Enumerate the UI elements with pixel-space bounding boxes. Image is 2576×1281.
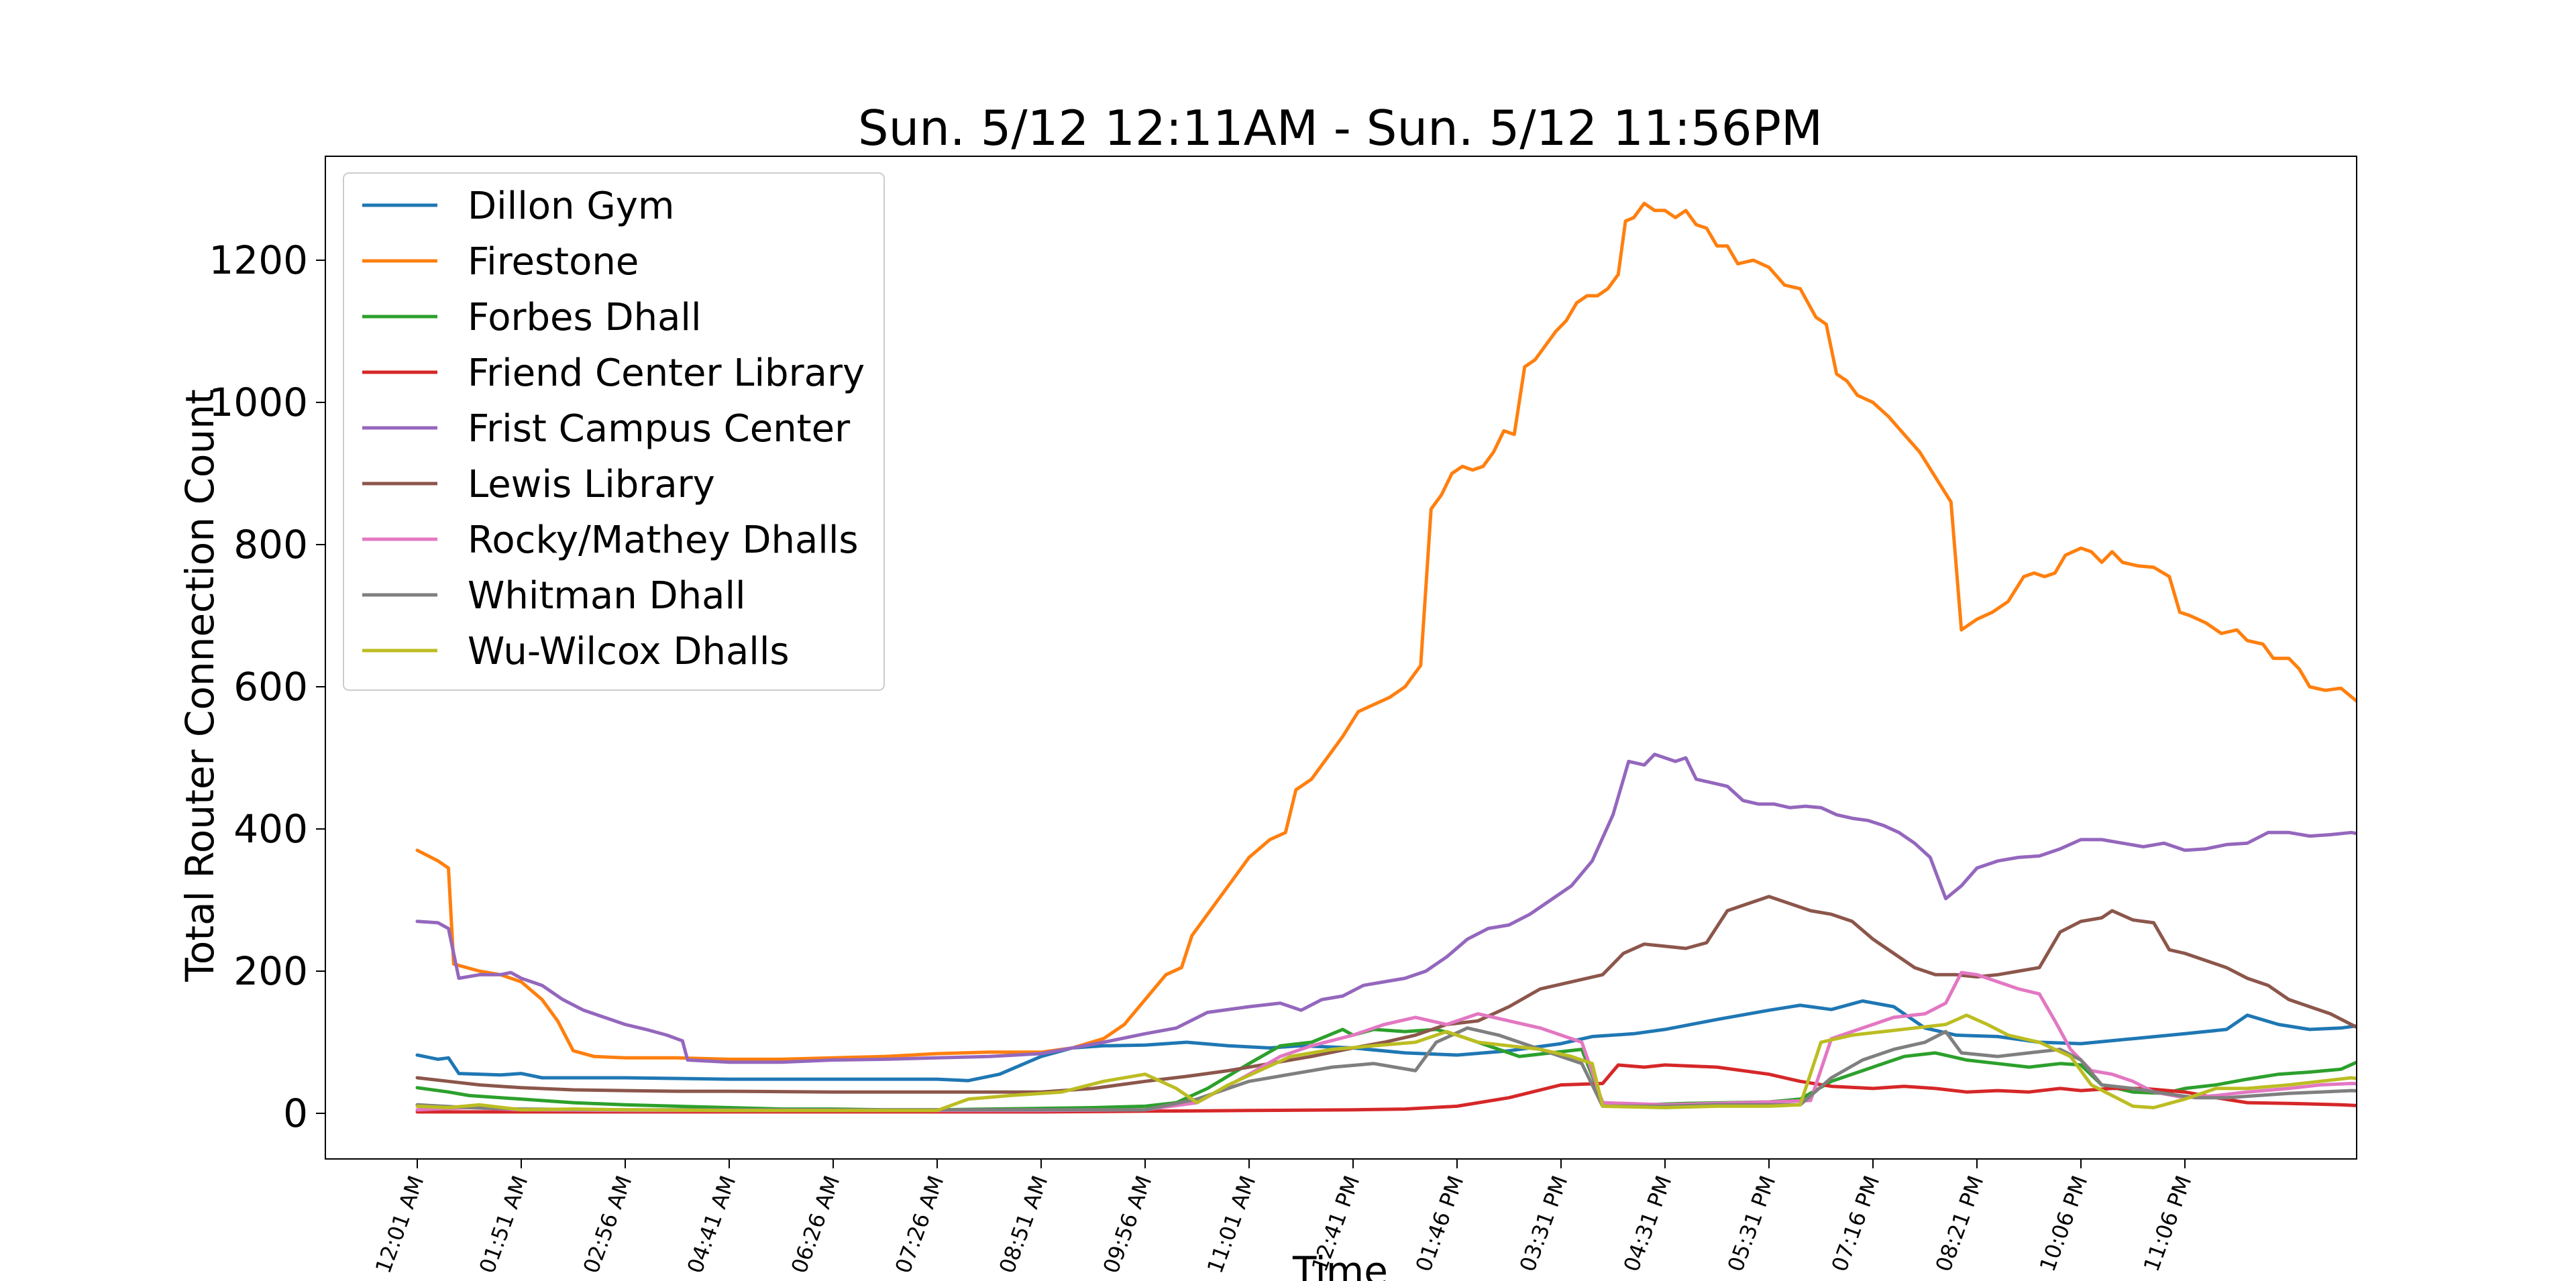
x-axis-label: Time xyxy=(1292,1248,1388,1281)
y-tick-label: 1200 xyxy=(209,237,308,283)
legend-label-whitman-dhall: Whitman Dhall xyxy=(468,574,746,618)
legend-label-frist-campus-center: Frist Campus Center xyxy=(468,407,851,451)
legend-label-dillon-gym: Dillon Gym xyxy=(468,184,674,228)
plot-area xyxy=(415,201,2357,1114)
legend-label-wu-wilcox-dhalls: Wu-Wilcox Dhalls xyxy=(468,630,790,673)
legend-label-rocky-mathey-dhalls: Rocky/Mathey Dhalls xyxy=(468,518,859,562)
y-tick-label: 400 xyxy=(233,806,308,852)
series-line-dillon-gym xyxy=(415,999,2357,1082)
series-line-lewis-library xyxy=(415,895,2357,1094)
y-tick-label: 800 xyxy=(233,522,308,567)
legend-label-firestone: Firestone xyxy=(468,240,639,284)
legend-label-friend-center-library: Friend Center Library xyxy=(468,351,865,395)
y-axis-label: Total Router Connection Count xyxy=(177,389,223,982)
chart-title: Sun. 5/12 12:11AM - Sun. 5/12 11:56PM xyxy=(858,100,1823,156)
legend: Dillon Gym Firestone Forbes Dhall Friend Ce… xyxy=(343,172,885,691)
series-line-frist-campus-center xyxy=(415,753,2357,1064)
y-tick-label: 600 xyxy=(233,664,308,710)
legend-label-lewis-library: Lewis Library xyxy=(468,463,715,506)
y-tick-label: 1000 xyxy=(209,380,308,425)
y-tick-label: 200 xyxy=(233,948,308,994)
legend-label-forbes-dhall: Forbes Dhall xyxy=(468,296,702,339)
legend-box xyxy=(343,172,885,691)
y-tick-label: 0 xyxy=(283,1091,308,1136)
axes-frame xyxy=(325,156,2357,1160)
series-line-wu-wilcox-dhalls xyxy=(415,1013,2357,1113)
series-lines xyxy=(415,201,2357,1114)
